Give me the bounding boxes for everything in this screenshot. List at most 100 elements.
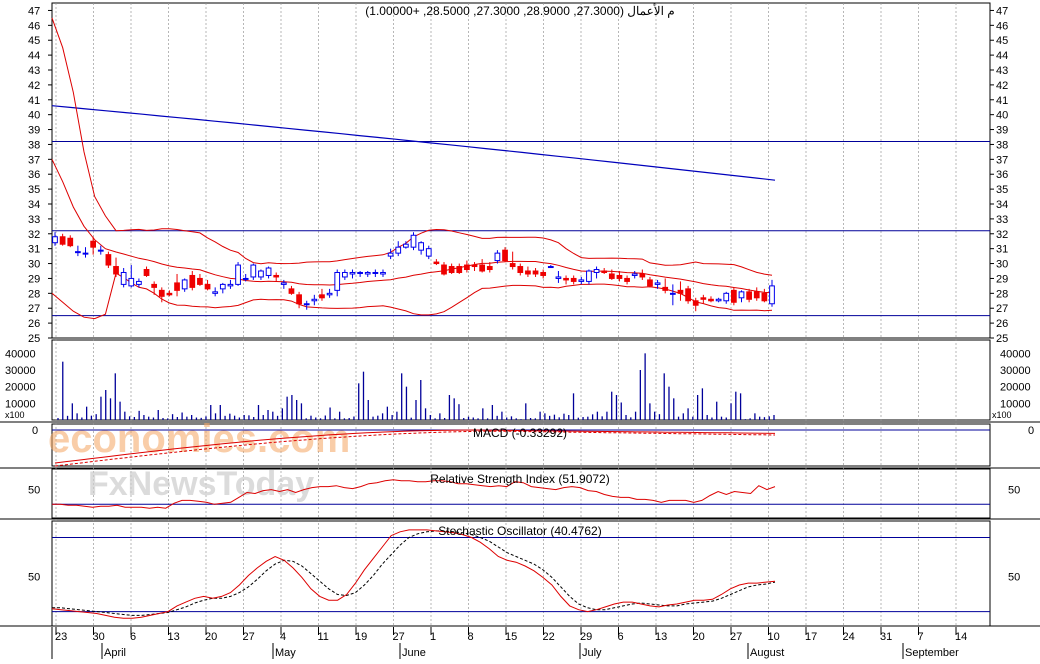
date-tick-label: 27 bbox=[393, 631, 405, 643]
candle-body bbox=[723, 292, 730, 302]
price-tick-left: 39 bbox=[28, 125, 40, 137]
candle-body bbox=[189, 274, 196, 288]
date-tick-label: 27 bbox=[243, 631, 255, 643]
macd-signal-line bbox=[54, 430, 776, 467]
candle-body bbox=[265, 267, 272, 276]
candle-body bbox=[219, 283, 226, 290]
candle-body bbox=[677, 289, 684, 294]
candle-body bbox=[395, 246, 402, 254]
candle-body bbox=[403, 243, 409, 248]
price-tick-right: 37 bbox=[996, 154, 1008, 166]
price-tick-left: 35 bbox=[28, 184, 40, 196]
candle-body bbox=[204, 283, 211, 290]
price-tick-right: 29 bbox=[996, 273, 1008, 285]
candle-body bbox=[532, 270, 539, 275]
candle-body bbox=[700, 297, 707, 300]
price-tick-left: 32 bbox=[28, 229, 40, 241]
price-tick-left: 36 bbox=[28, 169, 40, 181]
candle-body bbox=[113, 266, 119, 275]
month-label: July bbox=[582, 647, 602, 659]
bollinger-upper-band bbox=[51, 17, 773, 276]
date-tick-label: 6 bbox=[618, 631, 624, 643]
candle-body bbox=[97, 249, 104, 252]
price-tick-right: 25 bbox=[996, 333, 1008, 345]
price-tick-right: 41 bbox=[996, 95, 1008, 107]
price-tick-right: 28 bbox=[996, 288, 1008, 300]
candle-body bbox=[242, 277, 249, 280]
candle-body bbox=[296, 294, 302, 305]
volume-tick-left: 40000 bbox=[5, 348, 36, 360]
price-tick-left: 41 bbox=[28, 95, 40, 107]
candle-body bbox=[761, 292, 768, 302]
candle-body bbox=[738, 291, 745, 299]
candle-body bbox=[464, 264, 470, 271]
stoch-tick-left: 50 bbox=[28, 572, 40, 584]
candle-body bbox=[151, 283, 158, 288]
rsi-tick-left: 50 bbox=[28, 485, 40, 497]
rsi-panel bbox=[51, 468, 991, 519]
candle-body bbox=[181, 279, 188, 290]
price-tick-right: 38 bbox=[996, 139, 1008, 151]
candle-body bbox=[166, 292, 173, 296]
candle-body bbox=[441, 264, 447, 275]
candle-body bbox=[197, 277, 203, 285]
candle-body bbox=[303, 303, 310, 306]
candle-body bbox=[425, 248, 432, 257]
date-tick-label: 31 bbox=[880, 631, 892, 643]
volume-unit-left: x100 bbox=[5, 410, 25, 420]
candle-body bbox=[120, 271, 127, 285]
candle-body bbox=[288, 288, 295, 294]
candle-body bbox=[479, 264, 486, 272]
rsi-line bbox=[52, 479, 776, 509]
candle-body bbox=[540, 271, 547, 276]
chart-title: م الأعمال (27.3000, 28.9000, 27.3000, 28… bbox=[365, 3, 674, 18]
price-tick-left: 25 bbox=[28, 333, 40, 345]
macd-tick-left: 0 bbox=[32, 425, 38, 437]
candle-body bbox=[662, 286, 669, 291]
candle-body bbox=[746, 291, 752, 300]
candle-body bbox=[349, 271, 356, 275]
price-tick-right: 32 bbox=[996, 229, 1008, 241]
date-tick-label: 15 bbox=[505, 631, 517, 643]
candle-body bbox=[654, 282, 661, 285]
date-tick-label: 27 bbox=[730, 631, 742, 643]
candle-body bbox=[273, 274, 280, 278]
price-tick-left: 37 bbox=[28, 154, 40, 166]
candle-body bbox=[471, 264, 478, 268]
candle-body bbox=[586, 270, 592, 282]
candle-body bbox=[601, 270, 608, 273]
candle-body bbox=[105, 254, 112, 266]
bollinger-lower-band bbox=[51, 272, 773, 320]
price-tick-left: 26 bbox=[28, 318, 40, 330]
candle-body bbox=[433, 261, 440, 265]
date-tick-label: 6 bbox=[130, 631, 136, 643]
candle-body bbox=[692, 300, 699, 306]
bollinger-middle-band bbox=[51, 159, 773, 294]
candle-body bbox=[258, 270, 264, 278]
volume-tick-left: 20000 bbox=[5, 382, 36, 394]
candle-body bbox=[128, 277, 135, 287]
candle-body bbox=[341, 271, 348, 278]
candle-body bbox=[250, 264, 257, 278]
date-tick-label: 30 bbox=[93, 631, 105, 643]
candle-body bbox=[593, 269, 600, 273]
candle-body bbox=[547, 266, 554, 269]
stoch-d-line bbox=[52, 530, 776, 616]
candle-body bbox=[494, 252, 501, 262]
price-tick-right: 45 bbox=[996, 35, 1008, 47]
candle-body bbox=[502, 249, 508, 262]
date-tick-label: 14 bbox=[955, 631, 967, 643]
date-tick-label: 17 bbox=[805, 631, 817, 643]
candle-body bbox=[326, 292, 333, 296]
macd-title: MACD (-0.33292) bbox=[473, 426, 567, 440]
price-tick-left: 43 bbox=[28, 65, 40, 77]
date-tick-label: 4 bbox=[280, 631, 286, 643]
candle-body bbox=[319, 294, 325, 299]
price-tick-left: 29 bbox=[28, 273, 40, 285]
date-tick-label: 24 bbox=[843, 631, 855, 643]
price-tick-left: 27 bbox=[28, 303, 40, 315]
candle-body bbox=[136, 280, 142, 285]
price-tick-right: 43 bbox=[996, 65, 1008, 77]
